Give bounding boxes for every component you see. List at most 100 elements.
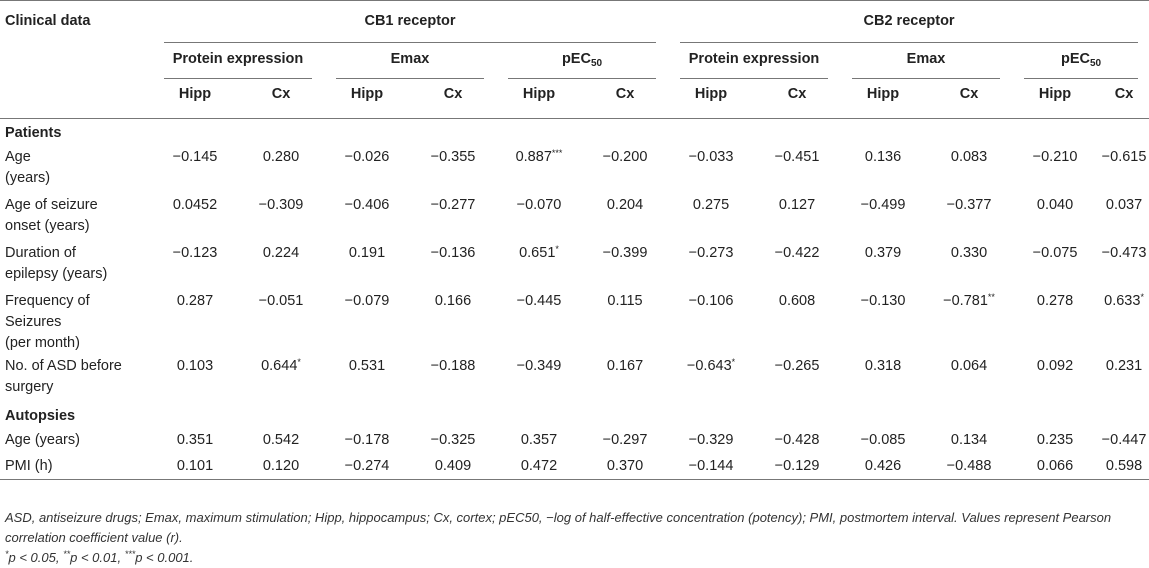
significance-marker: *** [551, 147, 563, 158]
table-cell: 0.278 [1012, 289, 1098, 354]
table-cell: 0.280 [238, 145, 324, 193]
table-cell: 0.651* [496, 241, 582, 289]
cell-value: 0.103 [176, 357, 214, 374]
table-cell: 0.134 [926, 428, 1012, 454]
cell-value: 0.204 [606, 196, 644, 213]
cell-value: −0.075 [1032, 244, 1078, 261]
cell-value: −0.399 [602, 244, 648, 261]
cell-value: 0.037 [1105, 196, 1143, 213]
table-cell: 0.040 [1012, 193, 1098, 241]
table-cell: 0.167 [582, 354, 668, 402]
table-cell: −0.145 [152, 145, 238, 193]
header-cb2-protein-expression: Protein expression [668, 43, 840, 79]
significance-marker: ** [987, 291, 995, 302]
cell-value: 0.651 [519, 244, 556, 261]
table-cell: 0.101 [152, 454, 238, 480]
table-cell: 0.127 [754, 193, 840, 241]
footnote-abbreviations: ASD, antiseizure drugs; Emax, maximum st… [5, 510, 1112, 545]
cell-value: −0.079 [344, 292, 390, 309]
table-cell: −0.406 [324, 193, 410, 241]
cell-value: −0.188 [430, 357, 476, 374]
table-cell: 0.115 [582, 289, 668, 354]
table-cell: 0.166 [410, 289, 496, 354]
table-cell: −0.123 [152, 241, 238, 289]
table-cell: −0.079 [324, 289, 410, 354]
table-cell: 0.231 [1098, 354, 1149, 402]
table-footnotes: ASD, antiseizure drugs; Emax, maximum st… [5, 508, 1145, 568]
table-cell: −0.033 [668, 145, 754, 193]
cell-value: −0.422 [774, 244, 820, 261]
table-row: Age of seizure onset (years) 0.0452 −0.309 −… [0, 193, 1149, 241]
table-cell: −0.422 [754, 241, 840, 289]
header-hipp: Hipp [694, 85, 728, 102]
table-cell: −0.329 [668, 428, 754, 454]
cell-value: 0.330 [950, 244, 988, 261]
row-label: Frequency of Seizures (per month) [5, 292, 90, 351]
cell-value: −0.445 [516, 292, 562, 309]
table-cell: 0.633* [1098, 289, 1149, 354]
cell-value: 0.167 [606, 357, 644, 374]
row-label: Age (years) [5, 148, 51, 186]
cell-value: −0.129 [774, 457, 820, 474]
row-label: Duration of epilepsy (years) [5, 244, 108, 282]
cell-value: 0.287 [176, 292, 214, 309]
table-cell: 0.064 [926, 354, 1012, 402]
table-cell: 0.120 [238, 454, 324, 480]
cell-value: 0.166 [434, 292, 472, 309]
cell-value: −0.051 [258, 292, 304, 309]
table-cell: 0.224 [238, 241, 324, 289]
cell-value: −0.451 [774, 148, 820, 165]
significance-symbol: ** [63, 549, 71, 559]
cell-value: −0.265 [774, 357, 820, 374]
significance-text: p < 0.01, [70, 550, 125, 565]
table-cell: 0.426 [840, 454, 926, 480]
cell-value: 0.136 [864, 148, 902, 165]
cell-value: −0.070 [516, 196, 562, 213]
significance-marker: * [1140, 291, 1144, 302]
table-cell: −0.200 [582, 145, 668, 193]
cell-value: −0.178 [344, 431, 390, 448]
significance-marker: * [731, 356, 736, 367]
table-cell: −0.144 [668, 454, 754, 480]
table-cell: −0.277 [410, 193, 496, 241]
table-cell: 0.136 [840, 145, 926, 193]
significance-symbol: *** [124, 549, 136, 559]
table-cell: −0.297 [582, 428, 668, 454]
header-clinical-data: Clinical data [5, 13, 91, 29]
cell-value: −0.488 [946, 457, 992, 474]
section-header-row: Autopsies [0, 402, 1149, 428]
cell-value: −0.144 [688, 457, 734, 474]
cell-value: −0.355 [430, 148, 476, 165]
table-body: Patients Age (years) −0.145 0.280 −0.026 −0.35… [0, 119, 1149, 480]
table-cell: −0.026 [324, 145, 410, 193]
cell-value: −0.136 [430, 244, 476, 261]
cell-value: 0.115 [607, 292, 643, 309]
table-cell: −0.377 [926, 193, 1012, 241]
header-cb1-emax: Emax [324, 43, 496, 79]
table-cell: 0.287 [152, 289, 238, 354]
cell-value: −0.643 [686, 357, 732, 374]
cell-value: 0.280 [262, 148, 300, 165]
cell-value: 0.127 [778, 196, 816, 213]
cell-value: 0.134 [950, 431, 988, 448]
table-cell: −0.488 [926, 454, 1012, 480]
header-cb2-emax: Emax [840, 43, 1012, 79]
cell-value: 0.275 [692, 196, 730, 213]
table-cell: −0.473 [1098, 241, 1149, 289]
header-hipp: Hipp [522, 85, 556, 102]
cell-value: 0.644 [261, 357, 298, 374]
section-title: Patients [5, 125, 62, 141]
cell-value: 0.426 [864, 457, 902, 474]
table-row: No. of ASD before surgery 0.103 0.644* 0.531… [0, 354, 1149, 402]
table-cell: 0.409 [410, 454, 496, 480]
table-cell: −0.451 [754, 145, 840, 193]
cell-value: −0.274 [344, 457, 390, 474]
table-cell: −0.188 [410, 354, 496, 402]
header-cb1-pec50: pEC50 [496, 43, 668, 79]
cell-value: −0.085 [860, 431, 906, 448]
cell-value: −0.033 [688, 148, 734, 165]
cell-value: −0.106 [688, 292, 734, 309]
significance-symbol: * [5, 549, 9, 559]
cell-value: 0.101 [176, 457, 214, 474]
significance-text: p < 0.001. [135, 550, 194, 565]
